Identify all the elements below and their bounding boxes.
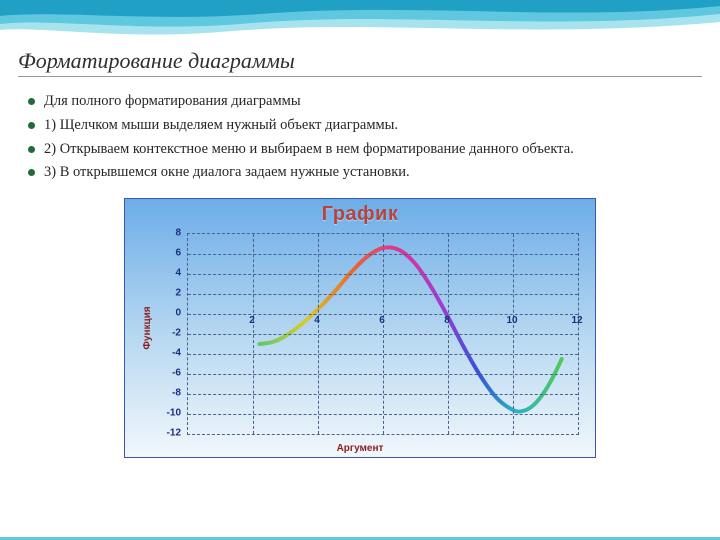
title-underline [18,76,702,77]
chart-container: График Функция Аргумент 2468101286420-2-… [124,198,596,458]
x-tick-label: 6 [379,315,385,326]
bullet-item: 1) Щелчком мыши выделяем нужный объект д… [26,115,702,137]
grid-line-h [188,394,578,395]
y-tick-label: -8 [137,388,181,399]
bullet-item: 2) Открываем контекстное меню и выбираем… [26,139,702,161]
y-tick-label: -10 [137,408,181,419]
y-tick-label: -4 [137,348,181,359]
bullet-list: Для полного форматирования диаграммы 1) … [18,91,702,184]
grid-line-h [188,294,578,295]
x-tick-label: 8 [444,315,450,326]
slide-content: Форматирование диаграммы Для полного фор… [18,48,702,458]
grid-line-h [188,374,578,375]
y-tick-label: -2 [137,328,181,339]
x-tick-label: 4 [314,315,320,326]
x-tick-label: 2 [249,315,255,326]
x-tick-label: 10 [506,315,517,326]
plot-area [187,233,579,435]
y-tick-label: -6 [137,368,181,379]
x-axis-label: Аргумент [125,443,595,454]
x-tick-label: 12 [571,315,582,326]
y-tick-label: 6 [137,248,181,259]
y-tick-label: 8 [137,228,181,239]
y-tick-label: 4 [137,268,181,279]
y-tick-label: 2 [137,288,181,299]
grid-line-h [188,254,578,255]
y-tick-label: -12 [137,428,181,439]
chart-title: График [125,203,595,226]
decor-wave-top [0,0,720,42]
grid-line-h [188,274,578,275]
grid-line-h [188,334,578,335]
slide-title: Форматирование диаграммы [18,48,702,74]
decor-bottom [0,532,720,540]
bullet-item: 3) В открывшемся окне диалога задаем нуж… [26,162,702,184]
grid-line-h [188,354,578,355]
grid-line-h [188,414,578,415]
chart-canvas: График Функция Аргумент 2468101286420-2-… [125,199,595,457]
bullet-item: Для полного форматирования диаграммы [26,91,702,113]
y-tick-label: 0 [137,308,181,319]
